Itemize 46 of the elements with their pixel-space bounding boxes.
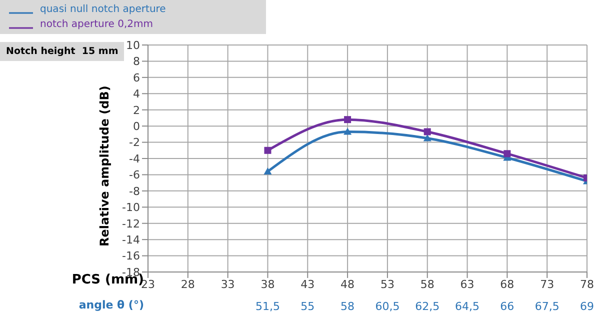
text: 66 bbox=[500, 300, 514, 313]
x-tick-label: 48 bbox=[340, 278, 355, 291]
legend-label: quasi null notch aperture bbox=[40, 3, 166, 17]
y-tick-label: -8 bbox=[129, 184, 140, 198]
x-tick-label: 33 bbox=[220, 278, 235, 291]
y-axis-title: Relative amplitude (dB) bbox=[97, 86, 112, 246]
y-tick-label: -6 bbox=[129, 168, 140, 182]
y-tick-label: -12 bbox=[122, 217, 140, 230]
y-tick-label: 10 bbox=[126, 38, 140, 52]
text: 64,5 bbox=[455, 300, 480, 313]
y-tick-label: -2 bbox=[129, 136, 140, 150]
text: 69 bbox=[580, 300, 594, 313]
y-tick-label: 0 bbox=[133, 120, 140, 133]
x-tick-label: 73 bbox=[540, 278, 554, 291]
y-tick-label: 6 bbox=[133, 71, 140, 84]
x2-axis-title: angle θ (°) bbox=[78, 298, 144, 312]
y-tick-label: -10 bbox=[122, 201, 140, 214]
y-tick-label: -4 bbox=[129, 152, 140, 166]
text: 51,5 bbox=[255, 300, 280, 313]
x-tick-label: 38 bbox=[260, 278, 275, 291]
text: 58 bbox=[340, 300, 355, 313]
y-tick-label: 4 bbox=[133, 88, 140, 101]
text: 62,5 bbox=[415, 300, 440, 313]
point bbox=[344, 128, 352, 135]
legend-label: notch aperture 0,2mm bbox=[40, 18, 153, 32]
text: 60,5 bbox=[375, 300, 400, 313]
x-tick-label: 63 bbox=[460, 278, 474, 291]
x-tick-label: 78 bbox=[580, 278, 594, 291]
y-tick-label: -16 bbox=[122, 250, 140, 263]
x-tick-label: 53 bbox=[380, 278, 394, 291]
x-tick-label: 28 bbox=[180, 278, 195, 291]
text: 55 bbox=[300, 300, 315, 313]
x-tick-label: 68 bbox=[500, 278, 514, 291]
point bbox=[264, 146, 272, 154]
point bbox=[264, 167, 272, 174]
point bbox=[504, 150, 511, 158]
point bbox=[344, 116, 352, 124]
point bbox=[424, 128, 431, 136]
x-tick-label: 43 bbox=[300, 278, 315, 291]
point bbox=[423, 134, 432, 142]
y-tick-label: 2 bbox=[133, 104, 140, 117]
text: 67,5 bbox=[534, 300, 560, 313]
y-tick-label: -14 bbox=[122, 233, 140, 246]
text: Notch height 15 mm bbox=[0, 42, 124, 61]
x-tick-label: 58 bbox=[420, 278, 434, 291]
y-tick-label: 8 bbox=[133, 55, 140, 68]
